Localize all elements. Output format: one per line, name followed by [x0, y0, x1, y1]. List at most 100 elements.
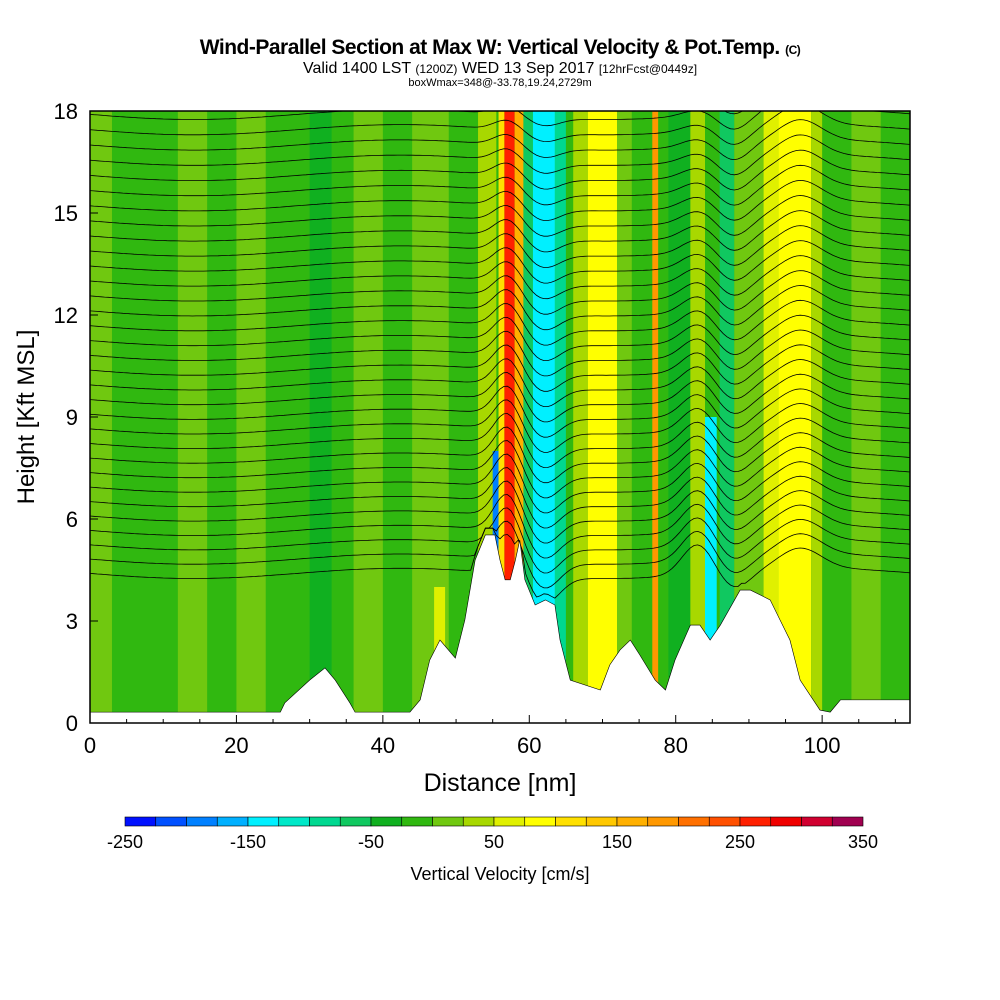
theta-contour — [90, 111, 910, 130]
theta-contour — [90, 164, 910, 206]
valid-time: Valid 1400 LST — [302, 60, 411, 77]
theta-contour — [90, 255, 910, 300]
w-band — [617, 111, 632, 723]
w-band — [177, 111, 208, 723]
x-tick-label: 0 — [84, 733, 96, 758]
w-band — [353, 111, 383, 723]
theta-contour — [90, 344, 910, 392]
w-band — [719, 111, 735, 723]
colorbar-swatch — [186, 816, 218, 827]
theta-contour — [90, 111, 910, 145]
colorbar-swatch — [524, 816, 556, 827]
box-wmax-info: boxWmax=348@-33.78,19.24,2729m — [408, 77, 592, 89]
theta-contour — [90, 399, 910, 453]
y-tick-label: 15 — [54, 201, 78, 226]
w-band — [811, 111, 823, 723]
utc-time: (1200Z) — [415, 62, 458, 76]
colorbar-swatch — [493, 816, 526, 827]
y-tick-label: 18 — [54, 99, 78, 124]
theta-contour — [90, 119, 910, 161]
title-suffix: (C) — [785, 43, 801, 57]
w-band — [514, 111, 524, 723]
theta-contour — [90, 179, 910, 221]
w-band — [498, 111, 505, 723]
x-tick-label: 40 — [371, 733, 395, 758]
y-tick-label: 9 — [66, 405, 78, 430]
chart-subtitle: Valid 1400 LST (1200Z) WED 13 Sep 2017 [… — [0, 60, 1000, 78]
colorbar-swatch — [309, 816, 341, 827]
colorbar-swatch — [432, 816, 464, 827]
w-band — [504, 111, 515, 723]
theta-contours — [90, 111, 910, 599]
y-axis-label: Height [Kft MSL] — [13, 330, 40, 505]
colorbar-swatch — [739, 816, 772, 827]
terrain — [90, 534, 910, 723]
colorbar-swatch — [770, 816, 802, 827]
w-band — [652, 111, 659, 723]
theta-contour — [90, 467, 910, 529]
title-text: Wind-Parallel Section at Max W: Vertical… — [199, 36, 781, 59]
colorbar-swatch — [616, 816, 649, 827]
colorbar-swatch — [585, 816, 618, 827]
w-band — [705, 417, 717, 723]
theta-contour — [90, 285, 910, 331]
theta-contour — [90, 413, 910, 469]
colorbar-swatch — [370, 816, 403, 827]
colorbar-swatch — [216, 816, 249, 827]
theta-contour — [90, 385, 910, 438]
w-band — [778, 111, 812, 723]
terrain-profile — [90, 534, 910, 723]
colorbar-tick-label: 50 — [484, 832, 504, 852]
w-band — [554, 111, 566, 723]
w-band — [587, 111, 618, 723]
axes: 0 20 40 60 80 100 0 3 6 9 12 15 18 — [54, 99, 896, 758]
colorbar: -250 -150 -50 50 150 250 350 — [107, 816, 878, 852]
forecast-info: [12hrFcst@0449z] — [598, 62, 698, 76]
theta-contour — [90, 299, 910, 346]
theta-contour — [90, 372, 910, 423]
theta-contour — [90, 314, 910, 362]
colorbar-tick-label: 250 — [725, 832, 755, 852]
colorbar-swatch — [555, 816, 587, 827]
w-band — [90, 111, 112, 723]
colorbar-swatch — [124, 816, 157, 827]
w-band — [763, 111, 779, 723]
theta-contour — [90, 329, 910, 377]
w-band — [690, 111, 705, 723]
theta-contour — [90, 134, 910, 176]
y-tick-label: 12 — [54, 303, 78, 328]
colorbar-tick-label: 150 — [602, 832, 632, 852]
colorbar-swatch — [678, 816, 710, 827]
x-tick-label: 80 — [663, 733, 687, 758]
theta-contour — [90, 480, 910, 544]
theta-contour — [90, 527, 910, 599]
theta-contour — [90, 520, 910, 589]
colorbar-swatch — [278, 816, 310, 827]
theta-contour — [90, 240, 910, 284]
w-band — [668, 111, 691, 723]
colorbar-swatch — [462, 816, 495, 827]
colorbar-swatch — [647, 816, 679, 827]
colorbar-tick-label: 350 — [848, 832, 878, 852]
x-tick-label: 60 — [517, 733, 541, 758]
y-tick-label: 3 — [66, 609, 78, 634]
colorbar-swatch — [801, 816, 833, 827]
colorbar-swatch — [155, 816, 187, 827]
w-band — [573, 111, 588, 723]
theta-contour — [90, 453, 910, 514]
w-band — [532, 111, 555, 723]
theta-contour — [90, 225, 910, 268]
colorbar-tick-label: -150 — [230, 832, 266, 852]
w-band — [851, 111, 881, 723]
w-band — [523, 111, 533, 723]
colorbar-tick-label: -50 — [358, 832, 384, 852]
colorbar-label: Vertical Velocity [cm/s] — [410, 864, 589, 884]
theta-contour — [90, 358, 910, 408]
theta-contour — [90, 195, 910, 237]
x-tick-label: 20 — [224, 733, 248, 758]
colorbar-swatch — [831, 816, 864, 827]
theta-contour — [90, 149, 910, 191]
x-axis-label: Distance [nm] — [424, 769, 577, 797]
theta-contour — [724, 111, 744, 115]
